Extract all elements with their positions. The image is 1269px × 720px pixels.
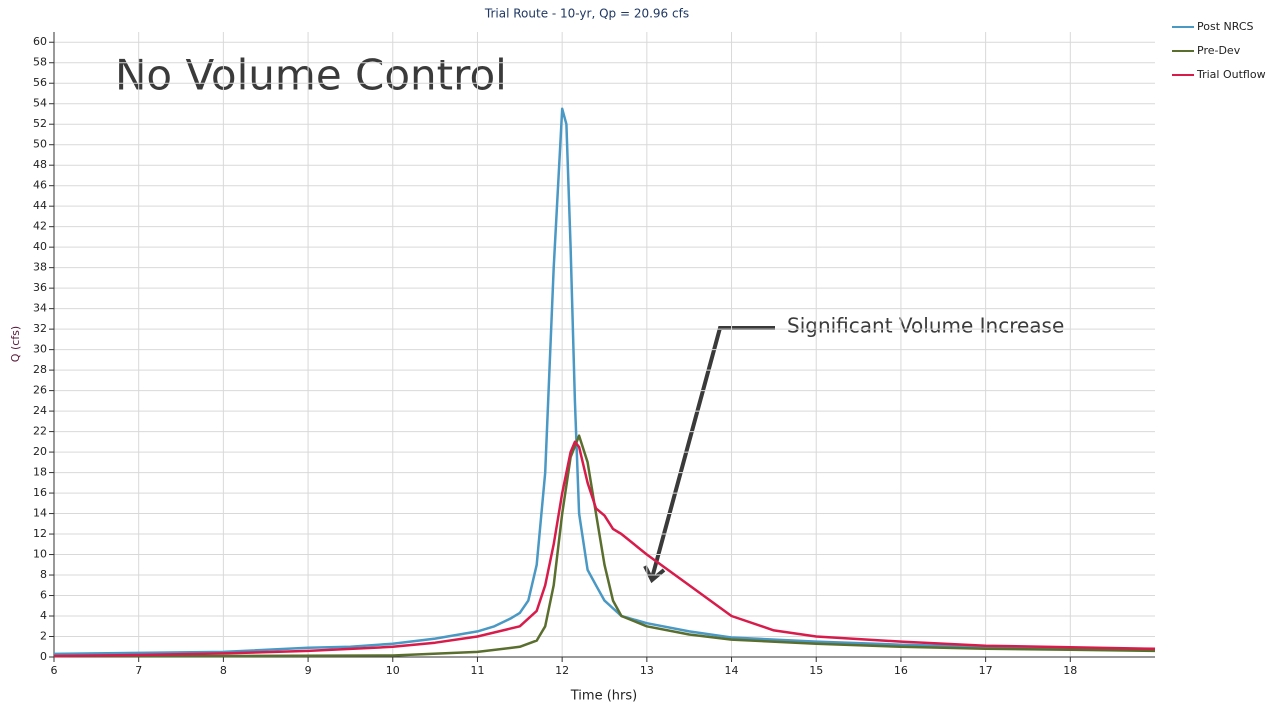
y-tick-label: 36	[33, 281, 47, 294]
x-tick-label: 15	[809, 664, 823, 677]
x-tick-label: 17	[979, 664, 993, 677]
y-tick-label: 18	[33, 466, 47, 479]
y-tick-label: 32	[33, 322, 47, 335]
chart-title: Trial Route - 10-yr, Qp = 20.96 cfs	[484, 7, 689, 21]
y-tick-label: 14	[33, 507, 47, 520]
y-tick-label: 20	[33, 445, 47, 458]
y-tick-label: 46	[33, 179, 47, 192]
y-tick-label: 12	[33, 527, 47, 540]
series-line	[53, 440, 1156, 658]
y-tick-label: 56	[33, 76, 47, 89]
annotation: No Volume Control	[115, 51, 507, 100]
y-tick-label: 48	[33, 158, 47, 171]
x-tick-label: 6	[51, 664, 58, 677]
y-tick-label: 58	[33, 56, 47, 69]
y-tick-label: 16	[33, 486, 47, 499]
y-tick-label: 52	[33, 117, 47, 130]
y-tick-label: 42	[33, 220, 47, 233]
annotation-arrow	[650, 326, 775, 579]
y-tick-label: 24	[33, 404, 47, 417]
x-tick-label: 14	[725, 664, 739, 677]
x-tick-label: 7	[135, 664, 142, 677]
x-axis-label: Time (hrs)	[570, 689, 637, 704]
x-tick-label: 8	[220, 664, 227, 677]
y-axis-label: Q (cfs)	[9, 326, 22, 362]
y-tick-label: 10	[33, 548, 47, 561]
legend-label: Trial Outflow	[1196, 68, 1266, 81]
series-line	[53, 107, 1156, 656]
y-tick-label: 50	[33, 138, 47, 151]
y-tick-label: 0	[40, 650, 47, 663]
y-tick-label: 22	[33, 425, 47, 438]
x-tick-label: 16	[894, 664, 908, 677]
y-tick-label: 26	[33, 384, 47, 397]
y-tick-label: 40	[33, 240, 47, 253]
series-line	[54, 434, 1156, 658]
y-tick-label: 4	[40, 609, 47, 622]
x-tick-label: 11	[470, 664, 484, 677]
x-tick-label: 9	[305, 664, 312, 677]
y-tick-label: 38	[33, 261, 47, 274]
y-tick-label: 44	[33, 199, 47, 212]
y-tick-label: 2	[40, 630, 47, 643]
y-tick-label: 54	[33, 97, 47, 110]
y-tick-label: 30	[33, 343, 47, 356]
x-tick-label: 12	[555, 664, 569, 677]
y-tick-label: 28	[33, 363, 47, 376]
legend-label: Pre-Dev	[1197, 44, 1241, 57]
annotation: Significant Volume Increase	[787, 314, 1064, 338]
x-tick-label: 18	[1063, 664, 1077, 677]
y-tick-label: 8	[40, 568, 47, 581]
y-tick-label: 6	[40, 589, 47, 602]
y-tick-label: 34	[33, 302, 47, 315]
x-tick-label: 10	[386, 664, 400, 677]
legend-label: Post NRCS	[1197, 20, 1254, 33]
x-tick-label: 13	[640, 664, 654, 677]
y-tick-label: 60	[33, 35, 47, 48]
